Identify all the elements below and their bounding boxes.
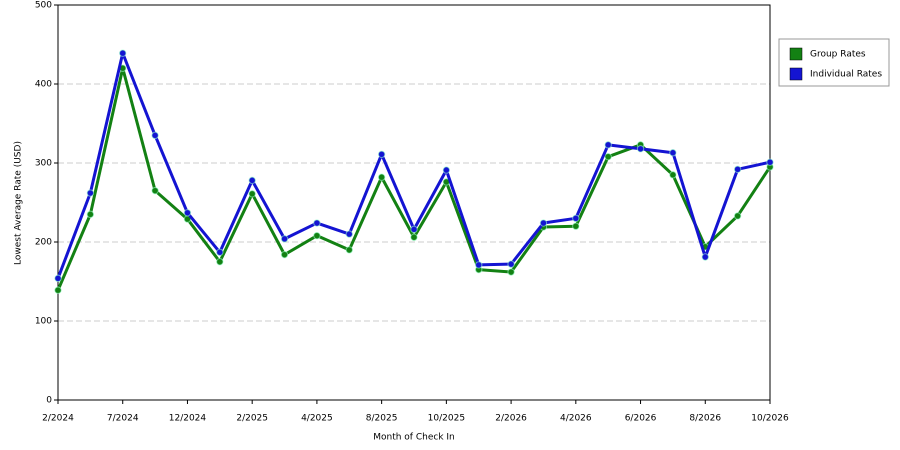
point [539, 219, 548, 227]
point [183, 209, 192, 217]
point [572, 222, 580, 230]
legend-swatch [789, 67, 803, 81]
point [604, 152, 612, 161]
series-line [56, 66, 772, 291]
y-tick-label: 400 [35, 80, 52, 90]
point [410, 225, 418, 234]
y-axis-title: Lowest Average Rate (USD) [14, 141, 24, 265]
point [119, 49, 127, 57]
point [313, 219, 321, 227]
point [280, 250, 289, 259]
x-tick-label: 6/2026 [625, 414, 657, 424]
point [345, 230, 353, 238]
point [151, 186, 159, 195]
y-tick-label: 500 [35, 1, 52, 11]
x-axis-title: Month of Check In [373, 433, 455, 443]
y-tick-label: 300 [35, 159, 52, 169]
y-tick-label: 0 [46, 396, 52, 406]
legend-swatch [789, 47, 803, 61]
point [86, 189, 95, 197]
x-tick-label: 2/2024 [42, 414, 74, 424]
point [86, 210, 95, 219]
point [572, 214, 580, 223]
point [669, 149, 677, 157]
point [410, 233, 418, 241]
legend-label: Group Rates [810, 50, 866, 60]
point [604, 141, 612, 149]
point [54, 286, 62, 294]
y-tick-label: 200 [35, 238, 52, 248]
point [248, 176, 256, 185]
point [507, 260, 515, 268]
x-tick-label: 12/2024 [169, 414, 207, 424]
point [54, 274, 62, 283]
x-tick-label: 8/2026 [689, 414, 721, 424]
point [313, 231, 321, 240]
legend-label: Individual Rates [810, 70, 882, 80]
y-tick-label: 100 [35, 317, 52, 327]
point [507, 268, 515, 276]
point [733, 165, 742, 174]
point [216, 258, 224, 266]
point [345, 246, 353, 254]
point [669, 171, 677, 179]
point [151, 131, 159, 140]
point [377, 150, 386, 159]
point [766, 158, 774, 166]
point [475, 261, 483, 269]
point [216, 248, 224, 256]
x-tick-label: 4/2026 [560, 414, 592, 424]
point [377, 173, 386, 181]
point [442, 166, 451, 174]
x-tick-label: 4/2025 [301, 414, 333, 424]
point [248, 190, 256, 198]
point [636, 145, 645, 153]
x-tick-label: 2/2026 [495, 414, 527, 424]
point [733, 212, 742, 220]
x-tick-label: 10/2026 [751, 414, 789, 424]
x-tick-label: 10/2025 [428, 414, 465, 424]
plot-frame [57, 4, 771, 401]
point [280, 235, 289, 243]
x-tick-label: 8/2025 [366, 414, 398, 424]
point [701, 253, 709, 261]
x-tick-label: 7/2024 [107, 414, 139, 424]
x-tick-label: 2/2025 [236, 414, 268, 424]
